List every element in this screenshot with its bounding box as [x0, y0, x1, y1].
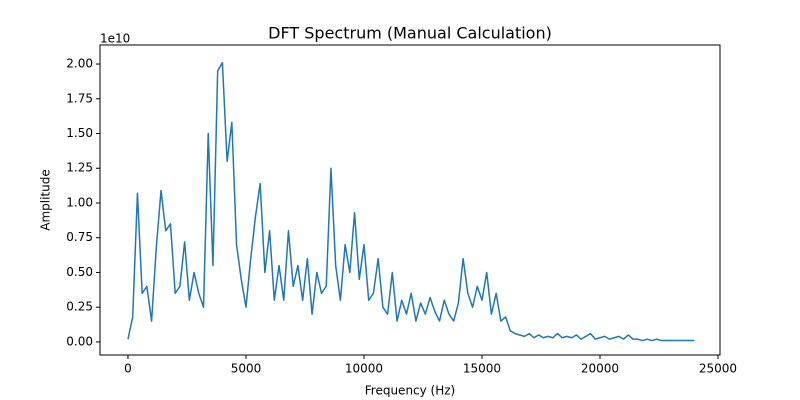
y-offset-label: 1e10 [100, 32, 130, 46]
y-tick-label: 0.00 [66, 334, 93, 348]
x-tick-label: 20000 [581, 362, 619, 376]
line-series [127, 61, 695, 342]
plot-frame [99, 44, 721, 356]
y-tick-label: 2.00 [66, 57, 93, 71]
x-tick-label: 5000 [231, 362, 262, 376]
y-tick-label: 1.25 [66, 161, 93, 175]
x-tick-label: 0 [124, 362, 132, 376]
x-tick-label: 25000 [699, 362, 737, 376]
x-tick-label: 15000 [463, 362, 501, 376]
y-tick-label: 0.75 [66, 230, 93, 244]
y-axis-label: Amplitude [39, 169, 53, 231]
y-tick-label: 0.50 [66, 265, 93, 279]
y-tick-label: 0.25 [66, 300, 93, 314]
x-tick-label: 10000 [345, 362, 383, 376]
y-tick-label: 1.75 [66, 91, 93, 105]
chart-title: DFT Spectrum (Manual Calculation) [268, 24, 552, 43]
x-axis-label: Frequency (Hz) [365, 384, 456, 398]
y-tick-label: 1.50 [66, 126, 93, 140]
y-tick-label: 1.00 [66, 195, 93, 209]
